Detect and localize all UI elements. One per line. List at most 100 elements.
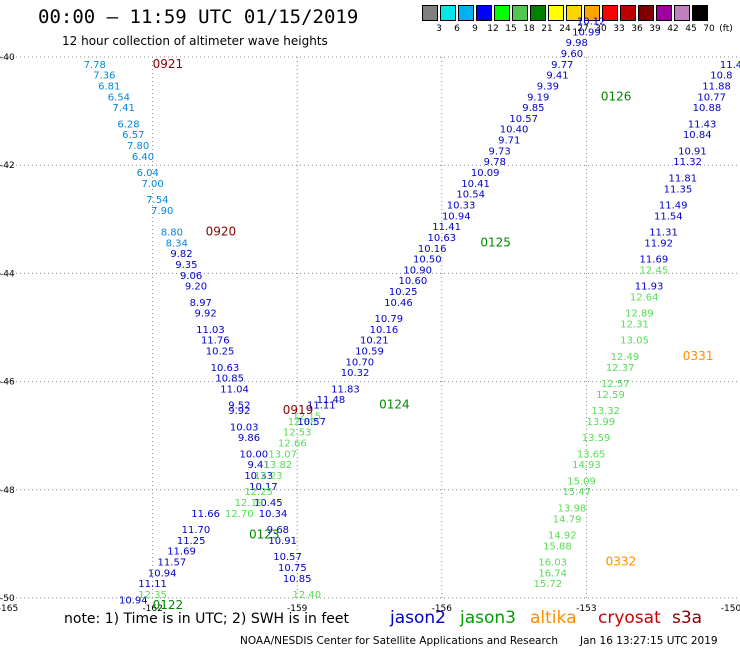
legend-swatch — [494, 5, 510, 21]
wave-height-value: 11.49 — [659, 200, 688, 211]
legend-swatch — [566, 5, 582, 21]
wave-height-value: 9.60 — [561, 49, 583, 60]
legend-label: 27 — [577, 24, 589, 34]
wave-height-value: 10.54 — [456, 190, 485, 201]
y-tick-label: -46 — [0, 378, 15, 388]
legend-label: 70 — [703, 24, 715, 34]
wave-height-value: 12.88 — [288, 417, 317, 428]
chart-title: 00:00 – 11:59 UTC 01/15/2019 — [38, 6, 359, 28]
wave-height-value: 9.82 — [170, 249, 192, 260]
wave-height-value: 13.99 — [587, 417, 616, 428]
legend-swatch — [512, 5, 528, 21]
legend-label: 42 — [667, 24, 679, 34]
wave-height-value: 12.37 — [606, 363, 635, 374]
wave-height-value: 8.97 — [190, 298, 212, 309]
x-tick-label: -150 — [721, 604, 740, 614]
wave-height-value: 13.65 — [577, 449, 606, 460]
legend-swatch — [584, 5, 600, 21]
y-tick-label: -40 — [0, 53, 15, 63]
wave-height-value: 10.88 — [693, 103, 722, 114]
wave-height-value: 11.25 — [177, 536, 206, 547]
satellite-jason3: jason3 — [460, 608, 516, 628]
pass-label: 0123 — [249, 527, 280, 541]
wave-height-value: 11.11 — [307, 401, 336, 412]
wave-height-value: 13.82 — [264, 460, 293, 471]
wave-height-value: 11.04 — [220, 384, 249, 395]
satellite-jason2: jason2 — [390, 608, 446, 628]
legend-label: 21 — [541, 24, 553, 34]
wave-height-value: 12.45 — [640, 265, 669, 276]
legend-swatch — [422, 5, 438, 21]
wave-height-value: 15.72 — [534, 579, 563, 590]
wave-height-value: 7.54 — [146, 195, 168, 206]
wave-height-value: 9.71 — [498, 136, 520, 147]
wave-height-value: 10.03 — [230, 422, 259, 433]
wave-height-value: 9.20 — [185, 282, 207, 293]
wave-height-value: 10.63 — [211, 363, 240, 374]
wave-height-value: 12.57 — [601, 379, 630, 390]
x-tick-label: -156 — [432, 604, 453, 614]
legend-label: 6 — [454, 24, 460, 34]
wave-height-value: 14.79 — [553, 514, 582, 525]
wave-height-value: 11.57 — [158, 558, 187, 569]
wave-height-value: 7.90 — [151, 206, 173, 217]
legend-label: 3 — [436, 24, 442, 34]
wave-height-value: 12.70 — [225, 509, 254, 520]
wave-height-value: 8.34 — [166, 238, 188, 249]
wave-height-value: 8.80 — [161, 228, 183, 239]
wave-height-value: 10.09 — [471, 168, 500, 179]
y-tick-label: -44 — [0, 269, 15, 279]
wave-height-value: 9.41 — [248, 460, 270, 471]
wave-height-value: 11.11 — [138, 579, 167, 590]
wave-height-value: 13.32 — [591, 406, 620, 417]
wave-height-value: 9.92 — [228, 406, 250, 417]
wave-height-value: 12.66 — [278, 439, 307, 450]
wave-height-value: 9.85 — [522, 103, 544, 114]
legend-label: 33 — [613, 24, 625, 34]
wave-height-value: 9.73 — [489, 146, 511, 157]
wave-height-value: 11.35 — [664, 184, 693, 195]
wave-height-value: 14.92 — [548, 530, 577, 541]
wave-height-value: 10.16 — [418, 244, 447, 255]
legend-swatch — [530, 5, 546, 21]
wave-height-value: 10.41 — [461, 179, 490, 190]
wave-height-value: 9.78 — [484, 157, 506, 168]
wave-height-value: 11.83 — [331, 384, 360, 395]
satellite-s3a: s3a — [672, 608, 703, 628]
wave-height-value: 12.35 — [138, 590, 167, 601]
wave-height-value: 10.57 — [297, 417, 326, 428]
wave-height-value: 10.57 — [509, 114, 538, 125]
wave-height-value: 12.59 — [596, 390, 625, 401]
wave-height-value: 10.00 — [239, 449, 268, 460]
wave-height-value: 11.76 — [201, 336, 230, 347]
wave-height-value: 11.70 — [182, 525, 211, 536]
wave-height-value: 11.93 — [635, 282, 664, 293]
wave-height-value: 10.90 — [403, 265, 432, 276]
wave-height-value: 7.00 — [141, 179, 163, 190]
satellite-altika: altika — [530, 608, 577, 628]
wave-height-value: 6.54 — [108, 92, 130, 103]
x-tick-label: -153 — [576, 604, 596, 614]
wave-height-value: 9.86 — [238, 433, 260, 444]
y-tick-label: -48 — [0, 486, 15, 496]
legend-swatch — [692, 5, 708, 21]
wave-height-value: 6.57 — [122, 130, 144, 141]
footer-note: note: 1) Time is in UTC; 2) SWH is in fe… — [64, 611, 350, 627]
legend-swatch — [602, 5, 618, 21]
wave-height-value: 10.33 — [447, 200, 476, 211]
wave-height-value: 13.07 — [268, 449, 297, 460]
legend-label: 9 — [472, 24, 478, 34]
legend-swatch — [476, 5, 492, 21]
wave-height-value: 10.79 — [374, 314, 403, 325]
wave-height-value: 10.85 — [215, 374, 244, 385]
legend-swatch — [638, 5, 654, 21]
legend-label: 39 — [649, 24, 661, 34]
y-tick-label: -42 — [0, 161, 15, 171]
wave-height-value: 10.94 — [148, 568, 177, 579]
wave-height-value: 11.4 — [720, 60, 740, 71]
wave-height-value: 11.31 — [649, 228, 678, 239]
wave-height-value: 9.92 — [194, 309, 216, 320]
pass-label: 0122 — [153, 598, 184, 612]
wave-height-value: 10.50 — [413, 255, 442, 266]
